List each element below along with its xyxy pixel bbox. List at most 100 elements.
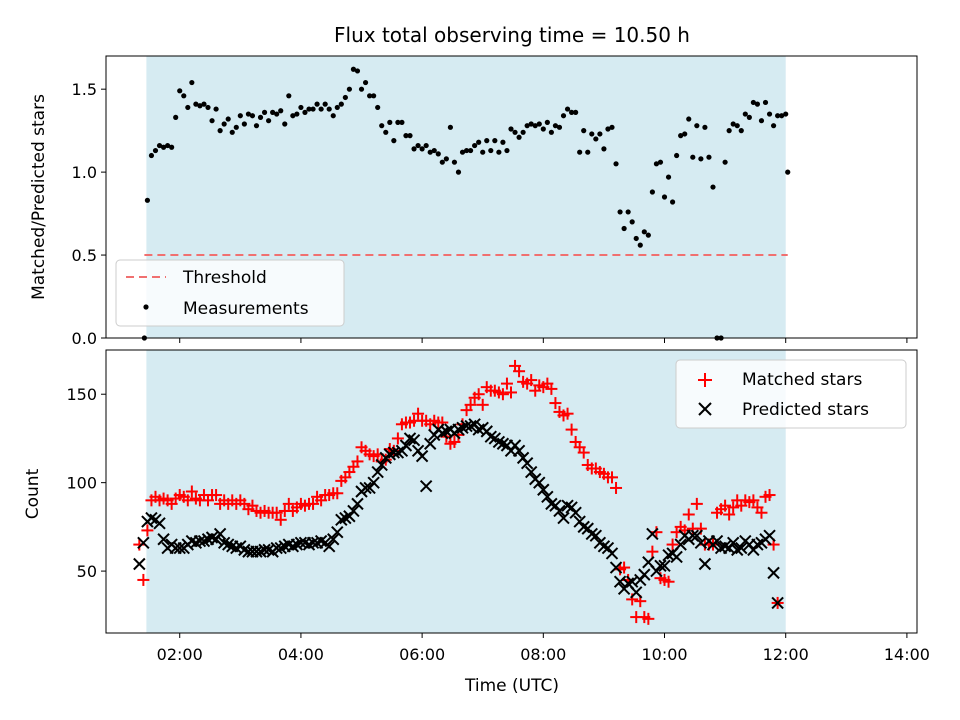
matched-star-point [610, 481, 623, 494]
matched-star-point [618, 561, 631, 574]
measurement-point [217, 128, 223, 134]
matched-star-point [185, 485, 198, 498]
matched-star-point [662, 575, 675, 588]
measurement-point [209, 118, 215, 124]
matched-star-point [650, 526, 663, 539]
predicted-star-point [335, 513, 348, 527]
measurement-point [403, 133, 409, 139]
measurement-point [330, 113, 336, 119]
matched-star-point [496, 388, 509, 401]
measurement-point [467, 147, 474, 154]
x-axis-ticks: 02:00 04:00 06:00 08:00 10:00 12:00 14:00 [157, 633, 930, 664]
measurement-point [399, 119, 405, 125]
measurement-point [415, 142, 421, 149]
measurement-point [419, 146, 425, 152]
measurement-point [379, 123, 385, 129]
measurement-point [665, 174, 672, 180]
measurement-point [455, 169, 462, 175]
measurement-point [193, 101, 199, 107]
measurement-point [532, 123, 538, 129]
measurement-point [354, 68, 361, 74]
measurement-point [237, 113, 243, 119]
measurement-point [552, 123, 559, 129]
measurement-point [225, 116, 231, 122]
x-tick-label: 04:00 [278, 645, 324, 664]
predicted-star-point [452, 423, 465, 436]
x-tick-label: 10:00 [641, 645, 687, 664]
matched-star-point [682, 508, 695, 521]
measurement-point [766, 111, 773, 117]
x-tick-label: 12:00 [763, 645, 809, 664]
predicted-star-point [213, 527, 227, 541]
measurement-point [577, 149, 583, 155]
predicted-star-point [767, 566, 780, 580]
measurement-point [629, 219, 635, 225]
predicted-star-point [314, 534, 328, 548]
matched-star-point [464, 398, 477, 411]
measurement-point [597, 131, 603, 137]
measurement-point [407, 133, 413, 139]
predicted-star-point [274, 541, 287, 555]
measurement-point [706, 154, 712, 160]
measurement-point [165, 142, 171, 149]
matched-star-point [723, 508, 736, 521]
predicted-star-point [609, 561, 623, 574]
measurement-points [141, 66, 791, 341]
predicted-star-point [217, 536, 231, 550]
legend-measurements-swatch [143, 304, 149, 310]
measurement-point [726, 128, 732, 134]
measurement-point [286, 93, 292, 99]
measurement-point [536, 121, 542, 127]
x-tick-label: 08:00 [520, 645, 566, 664]
matched-star-point [137, 573, 150, 586]
ratio-panel: 0.0 0.5 1.0 1.5 Flux total observing time =… [29, 23, 918, 348]
matched-star-point [727, 501, 740, 514]
measurement-point [564, 106, 571, 112]
matched-star-point [525, 374, 538, 387]
predicted-star-point [221, 538, 235, 551]
chart-title: Flux total observing time = 10.50 h [334, 23, 690, 47]
measurement-point [310, 106, 316, 112]
y-tick-label: 100 [66, 474, 97, 493]
matched-star-point [472, 388, 485, 401]
measurement-point [573, 109, 579, 115]
matched-star-point [605, 471, 618, 484]
matched-star-point [282, 497, 295, 510]
predicted-star-point [173, 541, 186, 555]
measurement-point [746, 114, 752, 120]
measurement-point [358, 86, 365, 92]
predicted-star-point [407, 433, 421, 447]
matched-star-point [561, 407, 574, 420]
legend-predicted-swatch [698, 402, 712, 416]
x-axis-label: Time (UTC) [464, 676, 559, 696]
predicted-star-point [133, 557, 146, 571]
measurement-point [245, 111, 252, 117]
predicted-star-point [537, 483, 550, 496]
legend-label: Matched stars [742, 370, 862, 390]
x-tick-label: 14:00 [884, 645, 930, 664]
measurement-point [427, 149, 433, 155]
measurement-point [702, 124, 708, 130]
predicted-star-point [399, 439, 413, 452]
matched-star-point [476, 398, 489, 411]
matched-star-point [549, 397, 562, 410]
measurement-point [160, 144, 167, 150]
measurement-point [459, 149, 466, 155]
legend-label: Predicted stars [742, 400, 869, 420]
measurement-point [411, 146, 417, 152]
measurement-point [484, 138, 490, 144]
predicted-star-point [605, 547, 619, 560]
measurement-point [266, 118, 272, 124]
measurement-point [775, 113, 781, 119]
predicted-star-point [371, 465, 384, 479]
y-tick-label: 1.5 [72, 80, 97, 99]
legend-label: Threshold [182, 268, 267, 288]
x-axis-ticks [179, 338, 908, 343]
predicted-star-point [205, 531, 219, 544]
matched-star-point [307, 497, 320, 510]
matched-star-point [646, 545, 659, 558]
measurement-point [785, 169, 791, 175]
y-tick-label: 150 [66, 385, 97, 404]
matched-star-point [690, 497, 703, 510]
